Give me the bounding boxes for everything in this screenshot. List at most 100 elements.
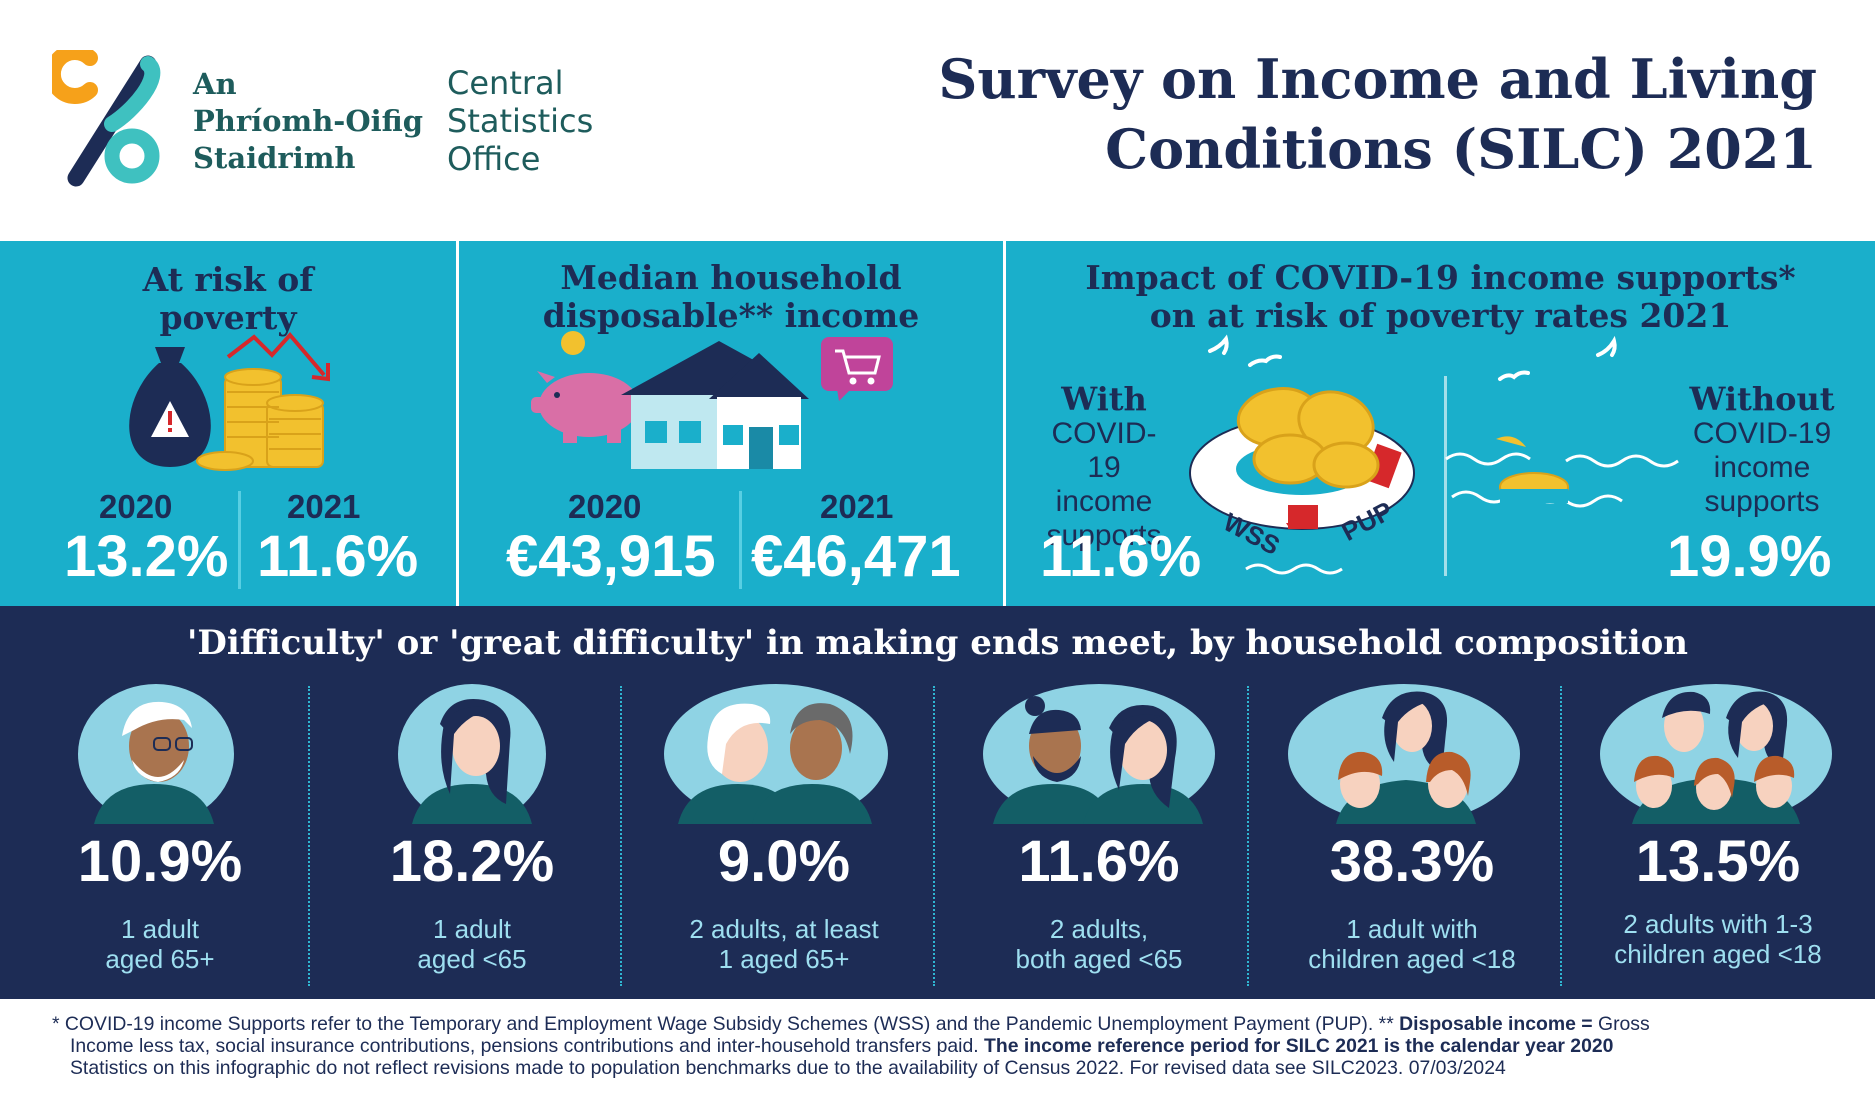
household-item: 38.3% 1 adult with children aged <18 — [1256, 684, 1568, 994]
household-desc-line: aged 65+ — [105, 944, 215, 974]
covid-title-line: Impact of COVID-19 income supports* — [1085, 258, 1796, 297]
person-avatar-icon — [983, 684, 1215, 824]
divider — [308, 686, 310, 986]
person-avatar-icon — [664, 684, 888, 824]
footnote-text: Income less tax, social insurance contri… — [70, 1035, 985, 1057]
money-bag-icon — [129, 347, 211, 467]
household-pct: 38.3% — [1329, 829, 1495, 894]
income-title-line: disposable** income — [542, 296, 920, 335]
income-value-2020: €43,915 — [506, 524, 716, 589]
income-year-2020: 2020 — [568, 488, 642, 525]
footnote: * COVID-19 income Supports refer to the … — [0, 999, 1875, 1095]
footnote-bold: Disposable income = — [1399, 1013, 1593, 1035]
page-title-line: Survey on Income and Living — [938, 47, 1817, 111]
without-supports-line: supports — [1704, 485, 1820, 518]
with-supports-value: 11.6% — [1040, 524, 1202, 589]
house-icon — [621, 341, 809, 469]
sinking-coin-icon — [1445, 436, 1679, 508]
poverty-year-2021: 2021 — [287, 488, 361, 525]
without-supports-line: COVID-19 — [1692, 417, 1832, 450]
logo-irish-line: Staidrimh — [193, 141, 356, 175]
household-item: 18.2% 1 adult aged <65 — [316, 684, 628, 994]
poverty-value-2020: 13.2% — [64, 524, 229, 589]
household-desc-line: 2 adults, — [1049, 914, 1149, 944]
without-supports-line: income — [1713, 451, 1811, 484]
page-title-line: Conditions (SILC) 2021 — [1105, 117, 1817, 181]
household-pct: 9.0% — [717, 829, 851, 894]
poverty-value-2021: 11.6% — [257, 524, 419, 589]
household-composition-band: 'Difficulty' or 'great difficulty' in ma… — [0, 606, 1875, 999]
logo-english-line: Statistics — [447, 102, 594, 140]
household-desc-line: children aged <18 — [1614, 939, 1822, 969]
life-ring-icon: WSS PUP — [1189, 387, 1415, 575]
household-pct: 11.6% — [1018, 829, 1180, 894]
with-supports-bold: With — [1061, 380, 1147, 418]
poverty-year-2020: 2020 — [99, 488, 173, 525]
divider — [238, 491, 241, 589]
divider — [1560, 686, 1562, 986]
logo-english-line: Office — [447, 140, 541, 178]
household-desc-line: 1 adult with — [1346, 914, 1478, 944]
logo-irish-line: An — [193, 67, 237, 101]
income-title-line: Median household — [560, 258, 902, 297]
household-desc-line: children aged <18 — [1308, 944, 1516, 974]
poverty-title-line: poverty — [159, 298, 297, 337]
coin-stack-icon — [196, 368, 324, 471]
divider — [1247, 686, 1249, 986]
person-avatar-icon — [1288, 684, 1520, 824]
with-supports-line: income — [1055, 485, 1153, 518]
household-desc-line: 1 adult — [432, 914, 512, 944]
footnote-line: * COVID-19 income Supports refer to the … — [52, 1013, 1823, 1035]
header: An Phríomh-Oifig Staidrimh Central Stati… — [0, 0, 1875, 241]
poverty-title: At risk of poverty — [0, 261, 456, 337]
poverty-panel: At risk of poverty — [0, 241, 456, 606]
page-title: Survey on Income and Living Conditions (… — [938, 44, 1817, 184]
shopping-cart-icon — [821, 337, 893, 401]
seagull-icon — [1208, 334, 1617, 381]
key-figures-band: At risk of poverty — [0, 241, 1875, 606]
covid-title-line: on at risk of poverty rates 2021 — [1149, 296, 1732, 335]
cso-logo-icon — [52, 50, 161, 187]
footnote-text: * COVID-19 income Supports refer to the … — [52, 1013, 1400, 1035]
household-desc-line: 1 aged 65+ — [718, 944, 850, 974]
household-desc-line: 1 adult — [120, 914, 200, 944]
person-avatar-icon — [398, 684, 546, 824]
footnote-line: Income less tax, social insurance contri… — [52, 1035, 1823, 1057]
household-desc: 1 adult aged <65 — [316, 914, 628, 974]
person-avatar-icon — [78, 684, 234, 824]
household-item: 9.0% 2 adults, at least 1 aged 65+ — [628, 684, 940, 994]
without-supports-value: 19.9% — [1667, 524, 1832, 589]
covid-title: Impact of COVID-19 income supports* on a… — [1006, 259, 1875, 335]
household-desc: 1 adult aged 65+ — [4, 914, 316, 974]
divider — [456, 241, 459, 606]
household-desc-line: both aged <65 — [1015, 944, 1183, 974]
without-supports-bold: Without — [1689, 380, 1835, 418]
household-desc-line: 2 adults with 1-3 — [1623, 909, 1813, 939]
logo-english-text: Central Statistics Office — [447, 64, 593, 178]
divider — [1003, 241, 1006, 606]
household-item: 13.5% 2 adults with 1-3 children aged <1… — [1562, 684, 1874, 994]
piggy-bank-icon — [531, 331, 639, 443]
household-desc: 2 adults with 1-3 children aged <18 — [1562, 909, 1874, 969]
logo-irish-text: An Phríomh-Oifig Staidrimh — [193, 66, 423, 177]
trend-down-arrow-icon — [226, 331, 330, 382]
income-panel: Median household disposable** income — [459, 241, 1003, 606]
income-year-2021: 2021 — [820, 488, 894, 525]
household-desc: 2 adults, both aged <65 — [943, 914, 1255, 974]
divider — [739, 491, 742, 589]
household-desc: 2 adults, at least 1 aged 65+ — [628, 914, 940, 974]
household-pct: 13.5% — [1635, 829, 1801, 894]
person-avatar-icon — [1600, 684, 1832, 824]
household-item: 10.9% 1 adult aged 65+ — [4, 684, 316, 994]
footnote-text: Gross — [1592, 1013, 1650, 1035]
footnote-bold: The income reference period for SILC 202… — [984, 1035, 1614, 1057]
with-supports-line: COVID-19 — [1051, 417, 1157, 484]
divider — [620, 686, 622, 986]
poverty-title-line: At risk of — [142, 260, 314, 299]
divider — [933, 686, 935, 986]
logo-irish-line: Phríomh-Oifig — [193, 104, 423, 138]
footnote-line: Statistics on this infographic do not re… — [70, 1057, 1506, 1079]
household-desc-line: aged <65 — [417, 944, 527, 974]
with-supports-line: supports — [1046, 519, 1162, 552]
household-pct: 10.9% — [77, 829, 243, 894]
